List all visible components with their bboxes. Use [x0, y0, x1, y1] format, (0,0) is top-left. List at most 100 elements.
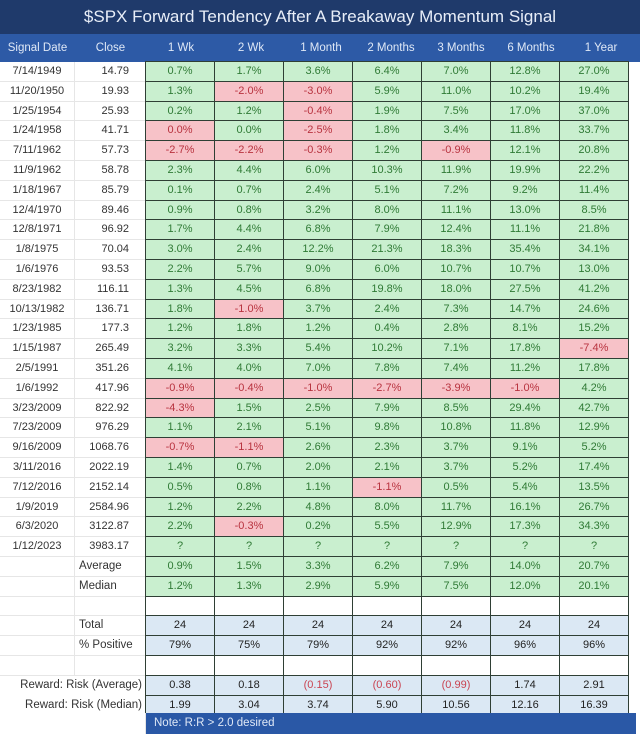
- table-row: 1/12/2023 3983.17???????: [0, 536, 640, 557]
- signal-date-cell: 2/5/1991: [0, 358, 75, 379]
- close-cell: 85.79: [75, 180, 146, 201]
- signal-date-cell: 1/23/1985: [0, 319, 75, 340]
- summary-row-pct-positive: % Positive 79% 75% 79% 92% 92% 96% 96%: [0, 635, 640, 656]
- return-cell: 4.4%: [214, 159, 284, 181]
- table-row: 1/15/1987 265.49 3.2% 3.3% 5.4% 10.2% 7.1% 17.8…: [0, 338, 640, 359]
- blank-cell: [75, 655, 146, 676]
- signal-date-cell: 1/25/1954: [0, 101, 75, 122]
- return-cell: 11.9%: [421, 159, 491, 181]
- return-cell: 1.2%: [352, 140, 422, 161]
- summary-cell: 2.91: [559, 674, 629, 696]
- close-cell: 57.73: [75, 141, 146, 161]
- close-cell: 96.92: [75, 220, 146, 241]
- return-cell: 5.1%: [283, 417, 353, 439]
- summary-cell: 12.16: [490, 694, 560, 716]
- return-cell: 10.2%: [490, 80, 560, 102]
- return-cell: 5.2%: [490, 456, 560, 478]
- return-cell: 11.1%: [490, 219, 560, 241]
- table-row: 11/20/1950 19.93 1.3% -2.0% -3.0% 5.9% 11.0% 10…: [0, 80, 640, 102]
- close-cell: 19.93: [75, 81, 146, 102]
- return-cell: 9.2%: [490, 179, 560, 201]
- return-cell: ?: [490, 536, 560, 557]
- return-cell: 13.5%: [559, 476, 629, 498]
- return-cell: 1.1%: [283, 476, 353, 498]
- return-cell: 2.4%: [352, 298, 422, 320]
- return-cell: 0.7%: [214, 456, 284, 478]
- return-cell: 29.4%: [490, 397, 560, 419]
- close-cell: 177.3: [75, 319, 146, 340]
- summary-cell: 1.5%: [214, 555, 284, 577]
- return-cell: 7.0%: [421, 61, 491, 82]
- return-cell: ?: [421, 536, 491, 557]
- summary-cell: 1.2%: [145, 575, 215, 597]
- summary-cell: 0.38: [145, 674, 215, 696]
- close-cell: 976.29: [75, 418, 146, 439]
- header-1month: 1 Month: [300, 42, 342, 54]
- return-cell: 6.8%: [283, 278, 353, 300]
- return-cell: 1.8%: [145, 298, 215, 320]
- return-cell: 14.7%: [490, 298, 560, 320]
- return-cell: 2.4%: [283, 179, 353, 201]
- return-cell: 19.9%: [490, 159, 560, 181]
- close-cell: 70.04: [75, 240, 146, 260]
- header-6months: 6 Months: [507, 42, 555, 54]
- blank-cell: [283, 654, 353, 676]
- table-row: 1/8/1975 70.04 3.0% 2.4% 12.2% 21.3% 18.3% 35.4…: [0, 239, 640, 260]
- signal-date-cell: 1/9/2019: [0, 497, 75, 518]
- return-cell: 1.8%: [352, 120, 422, 142]
- return-cell: 8.5%: [559, 199, 629, 221]
- return-cell: -2.2%: [214, 140, 284, 161]
- return-cell: 1.2%: [145, 496, 215, 518]
- table-row: 9/16/2009 1068.76 -0.7% -1.1% 2.6% 2.3% 3.7% 9.…: [0, 437, 640, 458]
- signal-date-cell: 9/16/2009: [0, 438, 75, 458]
- summary-cell: 79%: [145, 635, 215, 656]
- blank-cell: [0, 596, 75, 617]
- return-cell: 0.0%: [214, 120, 284, 142]
- close-cell: 1068.76: [75, 438, 146, 458]
- data-table-body: 7/14/1949 14.79 0.7% 1.7% 3.6% 6.4% 7.0% 12.8% 2…: [0, 61, 640, 716]
- summary-label: Average: [75, 556, 146, 577]
- signal-date-cell: 10/13/1982: [0, 299, 75, 320]
- return-cell: 0.5%: [145, 476, 215, 498]
- header-1wk: 1 Wk: [167, 42, 195, 54]
- return-cell: 3.6%: [283, 61, 353, 82]
- summary-cell: 92%: [421, 635, 491, 656]
- return-cell: 0.2%: [283, 516, 353, 538]
- return-cell: 7.1%: [421, 338, 491, 359]
- return-cell: 34.1%: [559, 239, 629, 260]
- header-1year: 1 Year: [584, 42, 618, 54]
- table-row: 2/5/1991 351.26 4.1% 4.0% 7.0% 7.8% 7.4% 11.2% 1…: [0, 357, 640, 379]
- return-cell: 27.0%: [559, 61, 629, 82]
- return-cell: 34.3%: [559, 516, 629, 538]
- return-cell: 1.2%: [283, 318, 353, 340]
- return-cell: 11.2%: [490, 357, 560, 379]
- return-cell: 9.1%: [490, 437, 560, 458]
- return-cell: 4.2%: [559, 377, 629, 399]
- return-cell: -0.3%: [283, 140, 353, 161]
- return-cell: 1.1%: [145, 417, 215, 439]
- return-cell: 7.9%: [352, 397, 422, 419]
- table-row: 1/23/1985 177.3 1.2% 1.8% 1.2% 0.4% 2.8% 8.1% 15…: [0, 318, 640, 340]
- blank-cell: [559, 595, 629, 617]
- summary-cell: 0.9%: [145, 555, 215, 577]
- summary-cell: 12.0%: [490, 575, 560, 597]
- return-cell: 2.1%: [214, 417, 284, 439]
- table-row: 1/9/2019 2584.96 1.2% 2.2% 4.8% 8.0% 11.7% 16.1…: [0, 496, 640, 518]
- summary-cell: 1.74: [490, 674, 560, 696]
- table-row: 8/23/1982 116.11 1.3% 4.5% 6.8% 19.8% 18.0% 27.…: [0, 278, 640, 300]
- table-title: $SPX Forward Tendency After A Breakaway …: [0, 0, 640, 34]
- return-cell: 6.4%: [352, 61, 422, 82]
- close-cell: 2022.19: [75, 457, 146, 478]
- table-row: 3/23/2009 822.92 -4.3% 1.5% 2.5% 7.9% 8.5% 29.4…: [0, 397, 640, 419]
- return-cell: 17.0%: [490, 100, 560, 122]
- return-cell: 8.0%: [352, 199, 422, 221]
- close-cell: 136.71: [75, 299, 146, 320]
- close-cell: 3983.17: [75, 537, 146, 557]
- blank-cell: [559, 654, 629, 676]
- signal-date-cell: 1/24/1958: [0, 121, 75, 142]
- return-cell: 12.1%: [490, 140, 560, 161]
- return-cell: 11.0%: [421, 80, 491, 102]
- summary-cell: 7.9%: [421, 555, 491, 577]
- summary-row-average: Average 0.9% 1.5% 3.3% 6.2% 7.9% 14.0% 20.7%: [0, 555, 640, 577]
- return-cell: 7.5%: [421, 100, 491, 122]
